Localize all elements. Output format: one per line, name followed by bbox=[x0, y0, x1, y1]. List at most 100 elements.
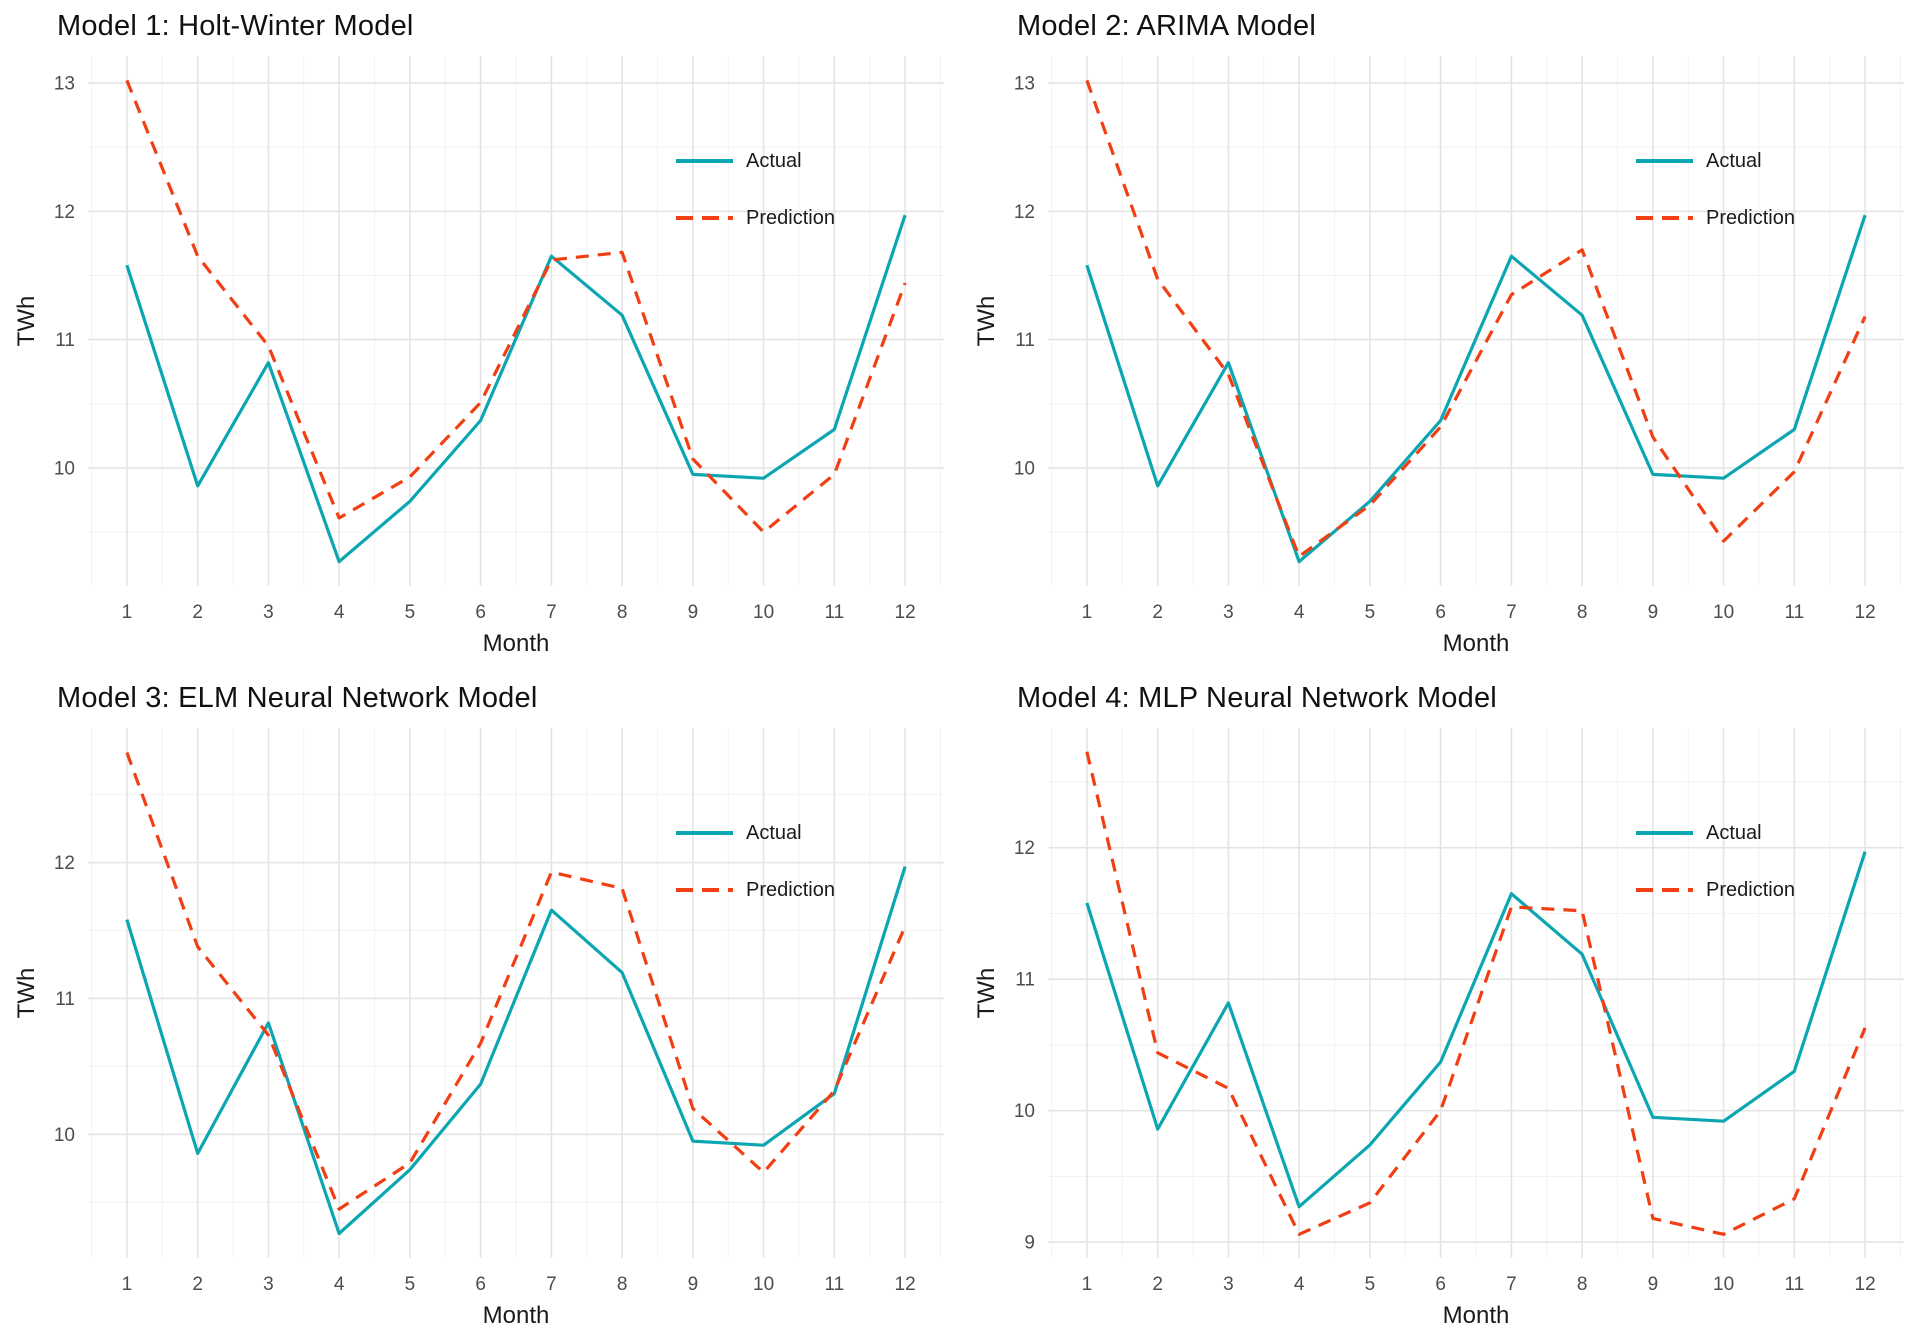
legend-item-prediction: Prediction bbox=[1636, 876, 1795, 904]
x-tick-label: 5 bbox=[405, 602, 416, 623]
x-tick-label: 8 bbox=[617, 602, 628, 623]
x-tick-label: 10 bbox=[753, 602, 774, 623]
actual-line bbox=[125, 866, 907, 1236]
y-tick-label: 12 bbox=[1014, 838, 1035, 859]
legend-label-actual: Actual bbox=[1706, 149, 1762, 172]
x-tick-label: 1 bbox=[122, 602, 133, 623]
x-tick-label: 5 bbox=[1365, 1274, 1376, 1295]
legend-item-actual: Actual bbox=[676, 819, 835, 847]
x-tick-label: 4 bbox=[1294, 602, 1305, 623]
legend-label-actual: Actual bbox=[746, 821, 802, 844]
y-tick-label: 13 bbox=[54, 73, 75, 94]
y-tick-label: 11 bbox=[1015, 970, 1035, 991]
x-tick-label: 3 bbox=[263, 1274, 274, 1295]
y-tick-label: 13 bbox=[1014, 73, 1035, 94]
x-axis-title: Month bbox=[1442, 630, 1510, 657]
legend: Actual Prediction bbox=[676, 147, 835, 261]
x-tick-label: 7 bbox=[546, 1274, 557, 1295]
x-tick-label: 10 bbox=[1713, 602, 1734, 623]
x-tick-label: 9 bbox=[688, 602, 699, 623]
prediction-line-key-icon bbox=[1636, 888, 1693, 892]
legend-item-actual: Actual bbox=[676, 147, 835, 175]
legend-item-prediction: Prediction bbox=[676, 204, 835, 232]
page-title: Model 3: ELM Neural Network Model bbox=[57, 682, 538, 714]
x-tick-label: 11 bbox=[1784, 602, 1804, 623]
actual-line bbox=[125, 214, 907, 564]
y-axis-title: TWh bbox=[13, 967, 40, 1019]
x-tick-label: 10 bbox=[1713, 1274, 1734, 1295]
x-tick-label: 6 bbox=[1435, 602, 1446, 623]
x-tick-label: 4 bbox=[1294, 1274, 1305, 1295]
x-tick-label: 3 bbox=[263, 602, 274, 623]
panel-mlp: 9 10 11 12 1 2 3 4 5 6 7 8 9 10 11 12 Model 4: MLP Neur… bbox=[960, 672, 1920, 1344]
y-tick-label: 10 bbox=[1014, 458, 1035, 479]
actual-line bbox=[1085, 214, 1867, 564]
y-tick-label: 12 bbox=[54, 202, 75, 223]
x-tick-label: 6 bbox=[475, 602, 486, 623]
legend-label-prediction: Prediction bbox=[1706, 878, 1795, 901]
actual-line bbox=[1085, 851, 1867, 1209]
x-tick-label: 3 bbox=[1223, 1274, 1234, 1295]
y-tick-label: 10 bbox=[54, 458, 75, 479]
page-title: Model 2: ARIMA Model bbox=[1017, 10, 1316, 42]
prediction-line-key-icon bbox=[1636, 216, 1693, 220]
actual-line-key-icon bbox=[676, 831, 733, 835]
page-title: Model 4: MLP Neural Network Model bbox=[1017, 682, 1497, 714]
x-tick-label: 7 bbox=[1506, 602, 1517, 623]
x-tick-label: 12 bbox=[1855, 602, 1876, 623]
x-tick-label: 7 bbox=[546, 602, 557, 623]
x-axis-title: Month bbox=[482, 1302, 550, 1329]
x-axis-title: Month bbox=[482, 630, 550, 657]
panel-holt-winter: 10 11 12 13 1 2 3 4 5 6 7 8 9 10 11 12 Model 1: Holt-Wi… bbox=[0, 0, 960, 672]
x-tick-label: 8 bbox=[1577, 1274, 1588, 1295]
x-tick-label: 6 bbox=[475, 1274, 486, 1295]
page-title: Model 1: Holt-Winter Model bbox=[57, 10, 414, 42]
x-tick-label: 12 bbox=[1855, 1274, 1876, 1295]
y-axis-title: TWh bbox=[973, 967, 1000, 1019]
x-tick-label: 1 bbox=[122, 1274, 133, 1295]
prediction-line bbox=[1085, 751, 1867, 1236]
actual-line-key-icon bbox=[1636, 159, 1693, 163]
x-tick-label: 5 bbox=[1365, 602, 1376, 623]
panel-elm: 10 11 12 1 2 3 4 5 6 7 8 9 10 11 12 Model 3: ELM Neura… bbox=[0, 672, 960, 1344]
legend: Actual Prediction bbox=[1636, 147, 1795, 261]
x-tick-label: 2 bbox=[1152, 1274, 1163, 1295]
x-tick-label: 3 bbox=[1223, 602, 1234, 623]
x-tick-label: 11 bbox=[824, 602, 844, 623]
prediction-line bbox=[1085, 79, 1867, 559]
x-tick-label: 4 bbox=[334, 602, 345, 623]
x-tick-label: 9 bbox=[1648, 602, 1659, 623]
x-tick-label: 2 bbox=[192, 1274, 203, 1295]
y-tick-label: 12 bbox=[54, 853, 75, 874]
x-tick-label: 12 bbox=[895, 1274, 916, 1295]
legend-item-prediction: Prediction bbox=[676, 876, 835, 904]
prediction-line bbox=[125, 751, 907, 1211]
y-tick-label: 11 bbox=[55, 330, 75, 351]
x-tick-label: 7 bbox=[1506, 1274, 1517, 1295]
x-tick-label: 11 bbox=[1784, 1274, 1804, 1295]
y-tick-label: 10 bbox=[1014, 1101, 1035, 1122]
legend-label-actual: Actual bbox=[746, 149, 802, 172]
x-tick-label: 10 bbox=[753, 1274, 774, 1295]
x-tick-label: 11 bbox=[824, 1274, 844, 1295]
x-tick-label: 9 bbox=[688, 1274, 699, 1295]
legend-label-actual: Actual bbox=[1706, 821, 1762, 844]
y-axis-title: TWh bbox=[13, 295, 40, 347]
legend-label-prediction: Prediction bbox=[746, 206, 835, 229]
x-tick-label: 12 bbox=[895, 602, 916, 623]
y-axis-title: TWh bbox=[973, 295, 1000, 347]
prediction-line bbox=[125, 79, 907, 534]
x-tick-label: 2 bbox=[1152, 602, 1163, 623]
x-tick-label: 8 bbox=[1577, 602, 1588, 623]
x-tick-label: 4 bbox=[334, 1274, 345, 1295]
x-tick-label: 5 bbox=[405, 1274, 416, 1295]
y-tick-label: 11 bbox=[1015, 330, 1035, 351]
x-tick-label: 1 bbox=[1082, 602, 1093, 623]
prediction-line-key-icon bbox=[676, 216, 733, 220]
x-axis-title: Month bbox=[1442, 1302, 1510, 1329]
